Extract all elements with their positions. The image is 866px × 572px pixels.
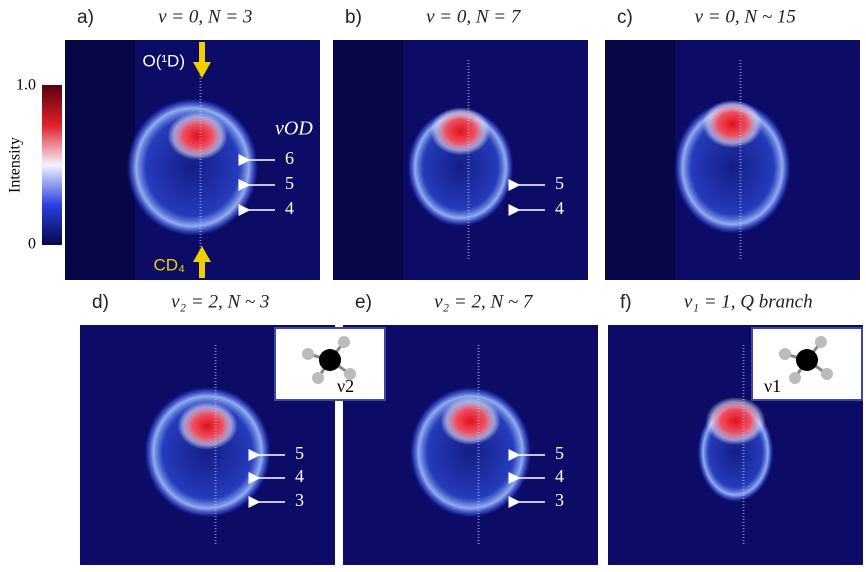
atom bbox=[302, 348, 314, 360]
arrow-label: 4 bbox=[295, 466, 304, 486]
panel-letter: a) bbox=[77, 7, 94, 28]
arrow-label: 4 bbox=[555, 466, 564, 486]
atom bbox=[312, 372, 324, 384]
arrow-label: 5 bbox=[285, 173, 294, 193]
image-hot bbox=[431, 107, 491, 155]
panel-title: v = 0, N ~ 15 bbox=[695, 6, 796, 27]
reactant-label: O(¹D) bbox=[143, 51, 185, 70]
arrow-label: 3 bbox=[555, 490, 564, 510]
panel-letter: c) bbox=[617, 7, 633, 28]
atom bbox=[821, 368, 833, 380]
figure: 1.0 0 Intensity a) v = 0, N = 3 6 5 4 b) v = 0… bbox=[0, 0, 866, 572]
inset-label: ν2 bbox=[337, 376, 354, 396]
atom bbox=[779, 348, 791, 360]
colorbar bbox=[42, 85, 62, 245]
panel-title: v₂ = 2, N ~ 3 bbox=[171, 291, 269, 312]
reactant-label: CD₄ bbox=[154, 255, 186, 274]
atom bbox=[319, 349, 341, 371]
colorbar-top: 1.0 bbox=[16, 77, 36, 94]
image-hot bbox=[178, 402, 238, 450]
inset-label: ν1 bbox=[764, 376, 781, 396]
panel-title: v₂ = 2, N ~ 7 bbox=[434, 291, 534, 312]
panel-letter: e) bbox=[355, 292, 372, 313]
arrow-label: 3 bbox=[295, 490, 304, 510]
atom bbox=[815, 336, 827, 348]
image-shade bbox=[605, 40, 675, 280]
colorbar-bottom: 0 bbox=[28, 236, 36, 253]
image-hot bbox=[703, 100, 763, 148]
arrow-label: 5 bbox=[555, 173, 564, 193]
atom bbox=[796, 349, 818, 371]
image-shade bbox=[333, 40, 403, 280]
panel-letter: f) bbox=[620, 292, 632, 313]
arrow-label: 5 bbox=[295, 443, 304, 463]
image-shade bbox=[65, 40, 135, 280]
arrow-label: 4 bbox=[555, 198, 564, 218]
atom bbox=[789, 372, 801, 384]
arrow-label: 5 bbox=[555, 443, 564, 463]
image-hot bbox=[441, 397, 501, 445]
image-hot bbox=[706, 397, 766, 445]
vod-label: vOD bbox=[275, 118, 313, 140]
panel-title: v = 0, N = 7 bbox=[426, 6, 522, 27]
arrow-label: 6 bbox=[285, 148, 294, 168]
panel-title: v = 0, N = 3 bbox=[158, 6, 252, 27]
panel-letter: d) bbox=[92, 292, 109, 313]
arrow-label: 4 bbox=[285, 198, 294, 218]
panel-letter: b) bbox=[345, 7, 362, 28]
atom bbox=[338, 336, 350, 348]
colorbar-label: Intensity bbox=[7, 137, 24, 193]
image-hot bbox=[168, 112, 228, 160]
panel-title: v₁ = 1, Q branch bbox=[684, 291, 813, 312]
